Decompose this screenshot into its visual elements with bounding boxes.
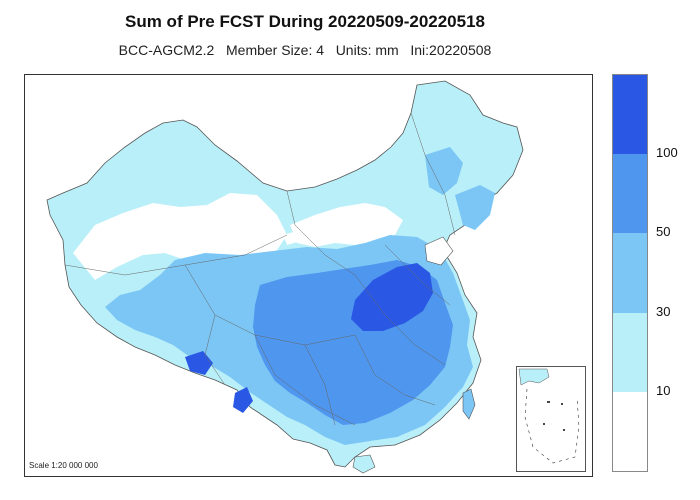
- bohai-sea: [424, 236, 454, 266]
- legend-bin-1: [613, 312, 647, 392]
- precipitation-map: [46, 80, 524, 474]
- zone-below-10-north: [290, 203, 403, 247]
- legend-tick-label: 100: [656, 145, 678, 161]
- legend-tick-label: 50: [656, 224, 671, 240]
- map-title: Sum of Pre FCST During 20220509-20220518: [125, 12, 485, 31]
- province-boundaries: [64, 112, 456, 426]
- south-china-sea-inset: [516, 366, 586, 472]
- inset-map: [518, 368, 580, 464]
- legend-bin-2: [613, 233, 647, 313]
- scale-note: Scale 1:20 000 000: [29, 461, 98, 470]
- zone-below-10-spot: [283, 231, 301, 245]
- hainan-island: [352, 454, 376, 474]
- inset-nine-dash: [524, 388, 580, 464]
- legend-bin-0: [613, 391, 647, 471]
- zone-50-100-northeast: [425, 147, 463, 195]
- inset-islands: [543, 401, 565, 431]
- map-frame: Scale 1:20 000 000: [24, 74, 593, 477]
- taiwan-island: [462, 388, 476, 420]
- zone-30-50-northeast: [455, 185, 495, 230]
- legend-bin-4: [613, 75, 647, 155]
- zone-above-100-tibet: [185, 351, 213, 375]
- map-subtitle: BCC-AGCM2.2 Member Size: 4 Units: mm Ini…: [118, 42, 492, 58]
- zone-above-100-central: [351, 263, 433, 331]
- legend-tick-label: 10: [656, 382, 671, 398]
- legend-tick-label: 30: [656, 303, 671, 319]
- inset-coast: [518, 368, 550, 386]
- zone-above-100-yunnan: [233, 387, 253, 413]
- legend-bin-3: [613, 154, 647, 234]
- legend-colorbar: [612, 74, 648, 472]
